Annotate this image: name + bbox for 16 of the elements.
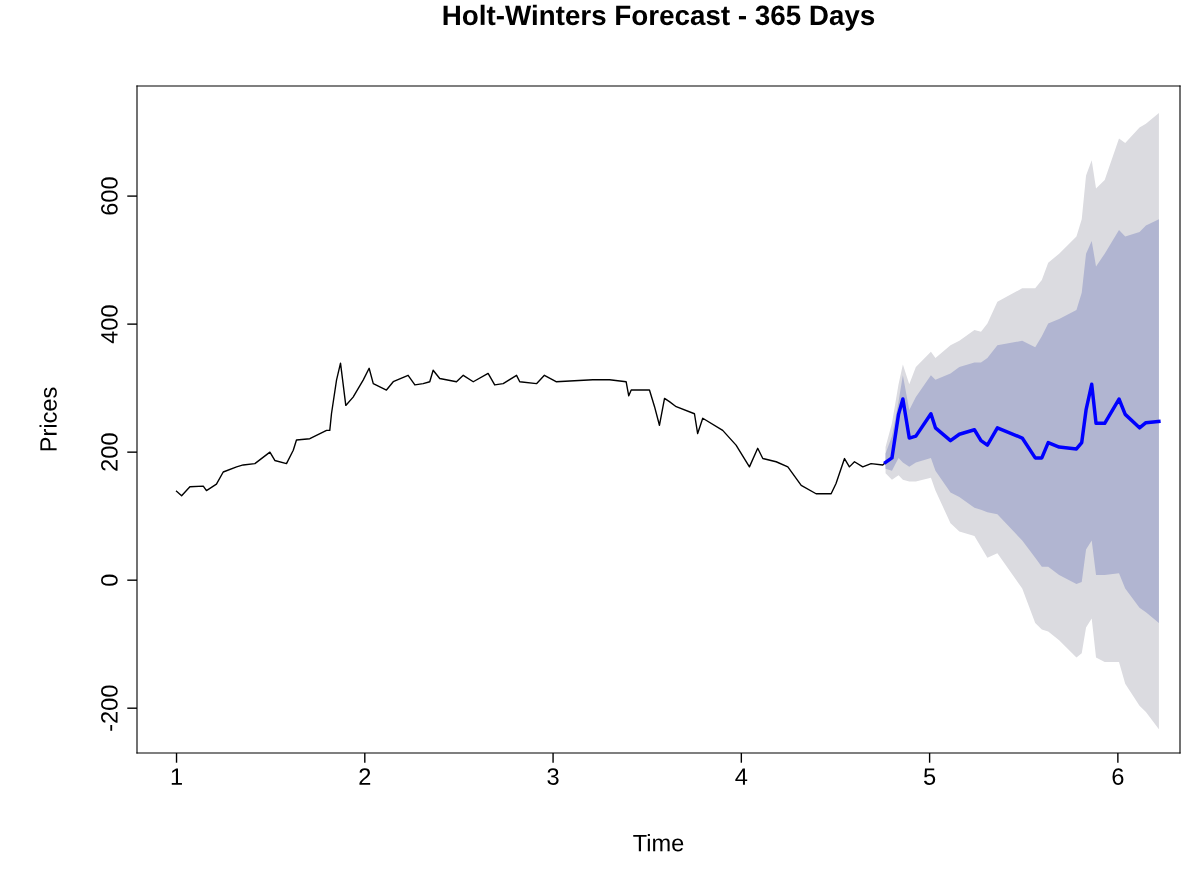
line-series — [175, 362, 887, 497]
x-tick-label: 1 — [171, 768, 182, 785]
y-tick-label: 400 — [101, 305, 118, 344]
x-tick-label: 2 — [359, 768, 371, 785]
y-tick-label: 0 — [101, 574, 118, 586]
y-tick-label: 200 — [101, 433, 118, 471]
line-series — [883, 382, 1161, 465]
x-axis-title: Time — [633, 834, 684, 852]
x-tick-label: 6 — [1112, 768, 1124, 785]
chart-title: Holt-Winters Forecast - 365 Days — [443, 4, 875, 31]
x-tick-label: 3 — [547, 768, 559, 785]
y-tick-label: -200 — [101, 685, 118, 731]
x-tick-label: 4 — [735, 768, 748, 785]
y-tick-label: 600 — [101, 177, 118, 215]
x-tick-label: 5 — [923, 768, 936, 785]
y-axis-title: Prices — [39, 387, 57, 451]
